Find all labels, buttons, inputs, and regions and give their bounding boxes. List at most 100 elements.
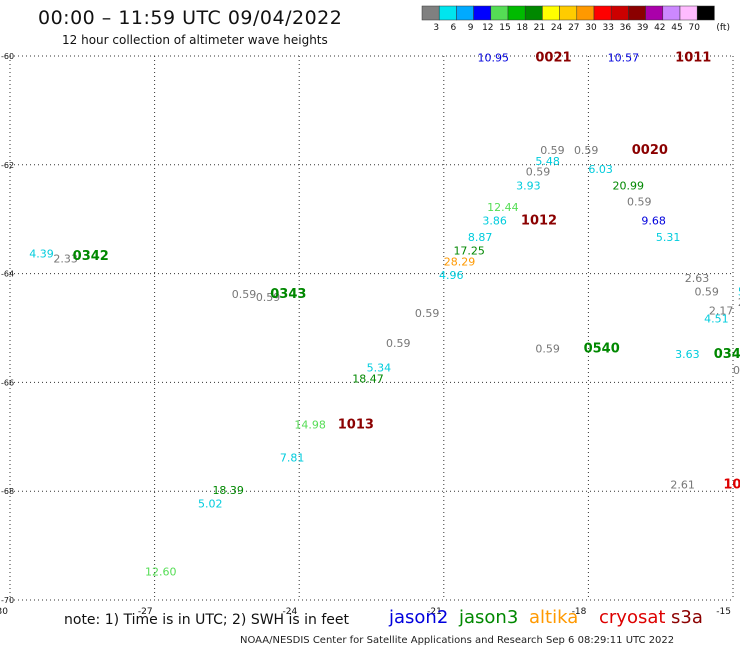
colorbar-swatch xyxy=(507,5,526,21)
colorbar-label: 21 xyxy=(534,23,545,33)
colorbar-swatch xyxy=(610,5,629,21)
colorbar-swatch xyxy=(542,5,560,21)
wave-height-label: 20.99 xyxy=(613,179,645,192)
colorbar-label: 12 xyxy=(482,23,493,33)
wave-height-label: 0.94 xyxy=(733,364,740,377)
page-title: 00:00 – 11:59 UTC 09/04/2022 xyxy=(38,7,343,29)
colorbar-swatch xyxy=(593,5,612,21)
wave-height-label: 5.31 xyxy=(656,231,681,244)
x-tick-label: -18 xyxy=(572,607,587,617)
colorbar-swatch xyxy=(421,5,440,21)
pass-time-label: 1012 xyxy=(521,214,557,229)
chart-grid xyxy=(9,55,734,601)
y-tick-label: -60 xyxy=(1,52,14,61)
colorbar: 3 6 9 12 15 18 21 24 27 30 33 36 39 42 45 70 (ft) xyxy=(421,5,730,33)
wave-height-label: 2.19 xyxy=(738,296,740,309)
y-tick-label: -62 xyxy=(1,161,14,170)
wave-height-label: 0.59 xyxy=(526,166,551,179)
pass-time-label: 0540 xyxy=(584,341,620,356)
y-tick-label: -64 xyxy=(1,270,14,279)
colorbar-label: 3 xyxy=(433,23,439,33)
x-tick-label: -24 xyxy=(282,607,297,617)
wave-height-label: 0.59 xyxy=(535,342,560,355)
colorbar-swatch xyxy=(490,5,509,21)
x-tick-label: -27 xyxy=(138,607,153,617)
wave-height-label: 0.59 xyxy=(386,337,411,350)
wave-height-label: 4.39 xyxy=(29,247,53,260)
wave-height-label: 5.34 xyxy=(367,362,392,375)
wave-height-label: 12.60 xyxy=(145,566,177,579)
colorbar-label: 36 xyxy=(620,23,632,33)
colorbar-label: 70 xyxy=(688,23,700,33)
wave-height-label: 10.95 xyxy=(478,51,510,64)
colorbar-label: 6 xyxy=(451,23,457,33)
wave-height-label: 3.93 xyxy=(516,179,541,192)
credit-line: NOAA/NESDIS Center for Satellite Applica… xyxy=(240,635,675,646)
wave-height-label: 3.63 xyxy=(675,348,700,361)
wave-height-label: 14.98 xyxy=(294,419,326,432)
y-tick-label: -68 xyxy=(1,487,14,496)
wave-height-label: 0.59 xyxy=(256,291,281,304)
colorbar-swatch xyxy=(679,5,698,21)
colorbar-swatch xyxy=(524,5,543,21)
colorbar-label: 33 xyxy=(602,23,613,33)
colorbar-swatch xyxy=(456,5,474,21)
colorbar-label: 9 xyxy=(468,23,474,33)
satellite-legend-cryosat: cryosat xyxy=(599,607,666,628)
wave-height-label: 6.03 xyxy=(588,163,613,176)
pass-time-label: 0343 xyxy=(270,287,306,302)
x-tick-label: -30 xyxy=(0,607,8,617)
wave-height-label: 18.47 xyxy=(352,372,384,385)
pass-time-label: 1006 xyxy=(723,477,740,492)
wave-height-label: 0.59 xyxy=(232,288,257,301)
wave-height-label: 2.33 xyxy=(53,253,78,266)
pass-time-label: 0020 xyxy=(632,143,668,158)
colorbar-swatch xyxy=(662,5,681,21)
wave-height-label: 7.81 xyxy=(280,451,305,464)
satellite-legend-jason2: jason2 xyxy=(389,607,449,628)
colorbar-label: 45 xyxy=(671,23,682,33)
colorbar-label: 24 xyxy=(551,23,563,33)
colorbar-swatch xyxy=(559,5,578,21)
pass-time-label: 0021 xyxy=(535,50,571,65)
wave-height-label: 10.57 xyxy=(608,51,640,64)
wave-height-label: 17.25 xyxy=(453,245,485,258)
colorbar-unit: (ft) xyxy=(716,23,730,33)
wave-height-label: 28.29 xyxy=(444,255,476,268)
wave-height-label: 8.87 xyxy=(468,231,493,244)
colorbar-label: 15 xyxy=(499,23,510,33)
colorbar-label: 30 xyxy=(585,23,597,33)
wave-height-label: 18.39 xyxy=(212,484,244,497)
colorbar-swatch xyxy=(576,5,595,21)
wave-height-label: 9.68 xyxy=(641,215,666,228)
page-subtitle: 12 hour collection of altimeter wave hei… xyxy=(62,33,328,47)
y-tick-label: -70 xyxy=(1,596,14,605)
wave-height-label: 12.44 xyxy=(487,201,519,214)
axis-tick-labels: -30 -27 -24 -21 -18 -15 -60 -62 -64 -66 -68 -70 xyxy=(0,52,731,617)
pass-time-label: 0344 xyxy=(714,347,740,362)
wave-height-label: 2.63 xyxy=(685,272,710,285)
satellite-legend-s3a: s3a xyxy=(671,607,703,628)
colorbar-swatch xyxy=(645,5,664,21)
colorbar-label: 42 xyxy=(654,23,665,33)
pass-time-label: 1011 xyxy=(675,50,711,65)
wave-height-label: 0.59 xyxy=(415,307,440,320)
wave-height-label: 3.86 xyxy=(482,215,507,228)
wave-height-label: 4.96 xyxy=(439,269,464,282)
colorbar-swatch xyxy=(628,5,646,21)
x-tick-label: -21 xyxy=(427,607,442,617)
x-tick-label: -15 xyxy=(716,607,731,617)
wave-height-label: 0.59 xyxy=(694,285,719,298)
wave-height-label: 0.59 xyxy=(540,144,565,157)
wave-height-label: 2.61 xyxy=(670,478,695,491)
colorbar-swatch xyxy=(696,5,715,21)
colorbar-swatch xyxy=(473,5,492,21)
legend-note: note: 1) Time is in UTC; 2) SWH is in fe… xyxy=(64,612,350,628)
pass-time-label: 1013 xyxy=(338,418,374,433)
colorbar-label: 18 xyxy=(516,23,528,33)
colorbar-swatch xyxy=(438,5,457,21)
colorbar-label: 27 xyxy=(568,23,579,33)
wave-height-label: 0.59 xyxy=(574,144,599,157)
